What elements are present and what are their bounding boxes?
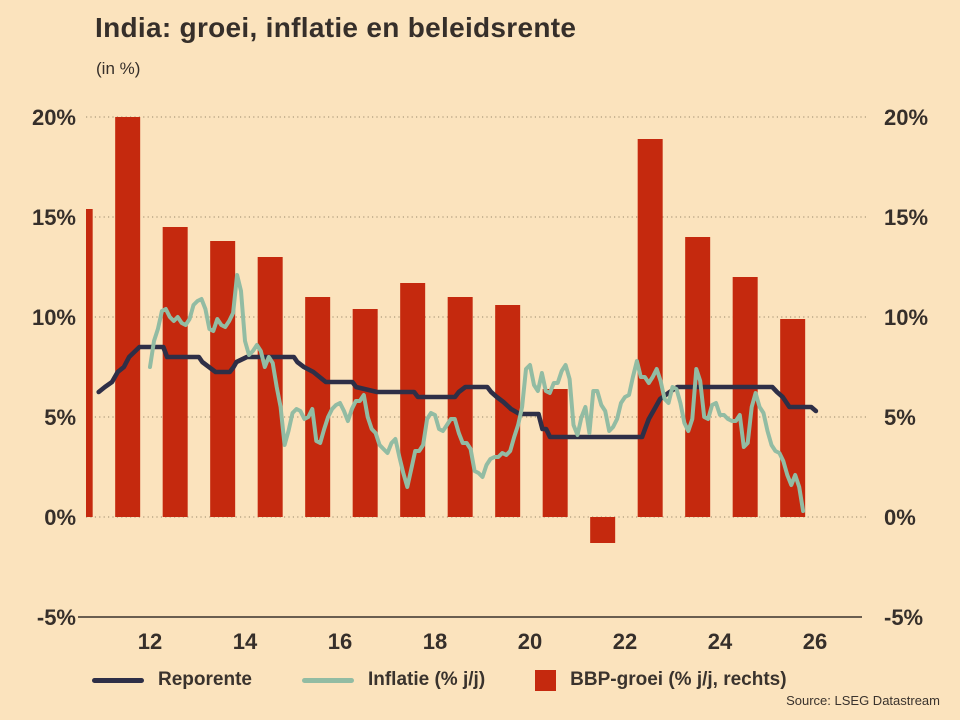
legend: Reporente Inflatie (% j/j) BBP-groei (% …: [92, 664, 787, 696]
svg-text:-5%: -5%: [884, 605, 923, 630]
svg-text:15%: 15%: [884, 205, 928, 230]
svg-text:-5%: -5%: [37, 605, 76, 630]
source-note: Source: LSEG Datastream: [786, 693, 940, 708]
svg-text:0%: 0%: [884, 505, 916, 530]
legend-label-bbp-groei: BBP-groei (% j/j, rechts): [570, 669, 787, 690]
inflatie-line-swatch: [301, 677, 354, 683]
y-axis-labels-right: 20% 15% 10% 5% 0% -5%: [884, 105, 928, 630]
x-axis-labels: 12 14 16 18 20 22 24 26: [138, 629, 827, 654]
gdp-growth-bars: [86, 117, 806, 543]
chart-subtitle: (in %): [96, 59, 141, 78]
svg-text:15%: 15%: [32, 205, 76, 230]
legend-item-inflatie: Inflatie (% j/j): [301, 669, 486, 691]
svg-text:10%: 10%: [884, 305, 928, 330]
bbp-groei-bar-swatch: [535, 669, 557, 691]
inflation-line: [148, 273, 806, 513]
svg-text:26: 26: [803, 629, 827, 654]
reporente-line-swatch: [92, 677, 144, 683]
svg-text:12: 12: [138, 629, 162, 654]
svg-text:14: 14: [233, 629, 258, 654]
svg-text:5%: 5%: [44, 405, 76, 430]
svg-text:22: 22: [613, 629, 637, 654]
legend-item-bbp-groei: BBP-groei (% j/j, rechts): [535, 669, 787, 691]
legend-item-reporente: Reporente: [92, 669, 252, 691]
page-title: India: groei, inflatie en beleidsrente: [95, 12, 577, 43]
svg-text:20%: 20%: [32, 105, 76, 130]
svg-text:20%: 20%: [884, 105, 928, 130]
svg-text:16: 16: [328, 629, 352, 654]
svg-text:20: 20: [518, 629, 542, 654]
repo-rate-line: [96, 344, 819, 440]
svg-text:24: 24: [708, 629, 733, 654]
svg-text:0%: 0%: [44, 505, 76, 530]
legend-label-reporente: Reporente: [158, 669, 252, 690]
legend-label-inflatie: Inflatie (% j/j): [367, 669, 486, 690]
y-axis-labels-left: 20% 15% 10% 5% 0% -5%: [32, 105, 76, 630]
svg-text:5%: 5%: [884, 405, 916, 430]
svg-text:10%: 10%: [32, 305, 76, 330]
svg-text:18: 18: [423, 629, 447, 654]
